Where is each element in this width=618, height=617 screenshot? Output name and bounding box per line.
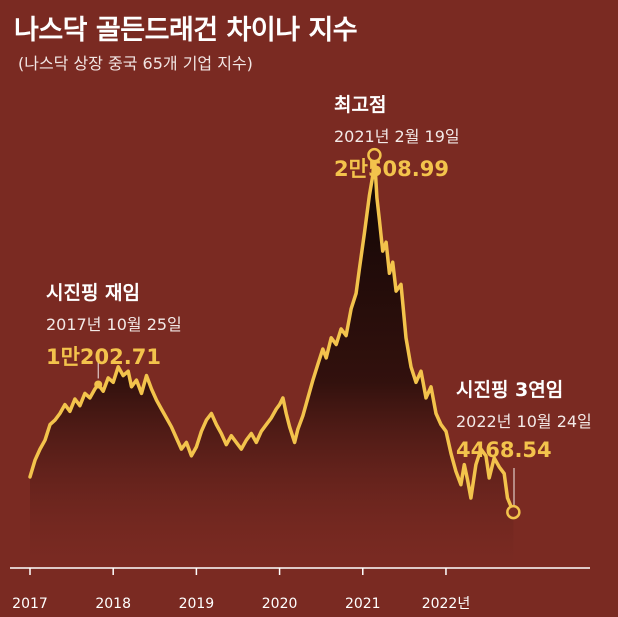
annotation-xi-reelect-value: 1만202.71 [46, 345, 161, 369]
line-series-path [28, 153, 516, 514]
annotation-xi-reelect-date: 2017년 10월 25일 [46, 315, 182, 334]
x-tick-label-2021: 2021 [345, 596, 381, 612]
annotation-xi-third-heading: 시진핑 3연임 [456, 379, 564, 401]
area-fill-path [30, 155, 514, 568]
marker-point-0 [94, 380, 103, 389]
annotation-peak-heading: 최고점 [334, 94, 387, 116]
annotation-peak: 최고점 2021년 2월 19일 2만508.99 [334, 90, 460, 183]
annotation-xi-third-value: 4468.54 [456, 438, 552, 462]
x-axis: 2017 2018 2019 2020 2021 2022년 [10, 567, 590, 612]
line-series [28, 153, 516, 514]
annotation-xi-reelect-heading: 시진핑 재임 [46, 282, 141, 304]
annotation-xi-third: 시진핑 3연임 2022년 10월 24일 4468.54 [456, 375, 592, 462]
marker-point-2 [506, 504, 521, 520]
chart-title: 나스닥 골든드래건 차이나 지수 [14, 15, 358, 46]
x-tick-label-2020: 2020 [262, 596, 298, 612]
x-tick-label-2017: 2017 [12, 596, 48, 612]
annotation-peak-value: 2만508.99 [334, 157, 449, 181]
x-tick-label-2022: 2022년 [422, 596, 471, 612]
annotation-xi-reelect: 시진핑 재임 2017년 10월 25일 1만202.71 [46, 278, 182, 371]
annotation-xi-third-date: 2022년 10월 24일 [456, 412, 592, 431]
x-tick-label-2019: 2019 [179, 596, 215, 612]
x-tick-label-2018: 2018 [95, 596, 131, 612]
chart-subtitle: (나스닥 상장 중국 65개 기업 지수) [18, 54, 253, 73]
marker-point-1 [367, 147, 382, 163]
point-markers [94, 147, 521, 520]
annotation-peak-date: 2021년 2월 19일 [334, 127, 460, 146]
area-fill [30, 155, 514, 568]
